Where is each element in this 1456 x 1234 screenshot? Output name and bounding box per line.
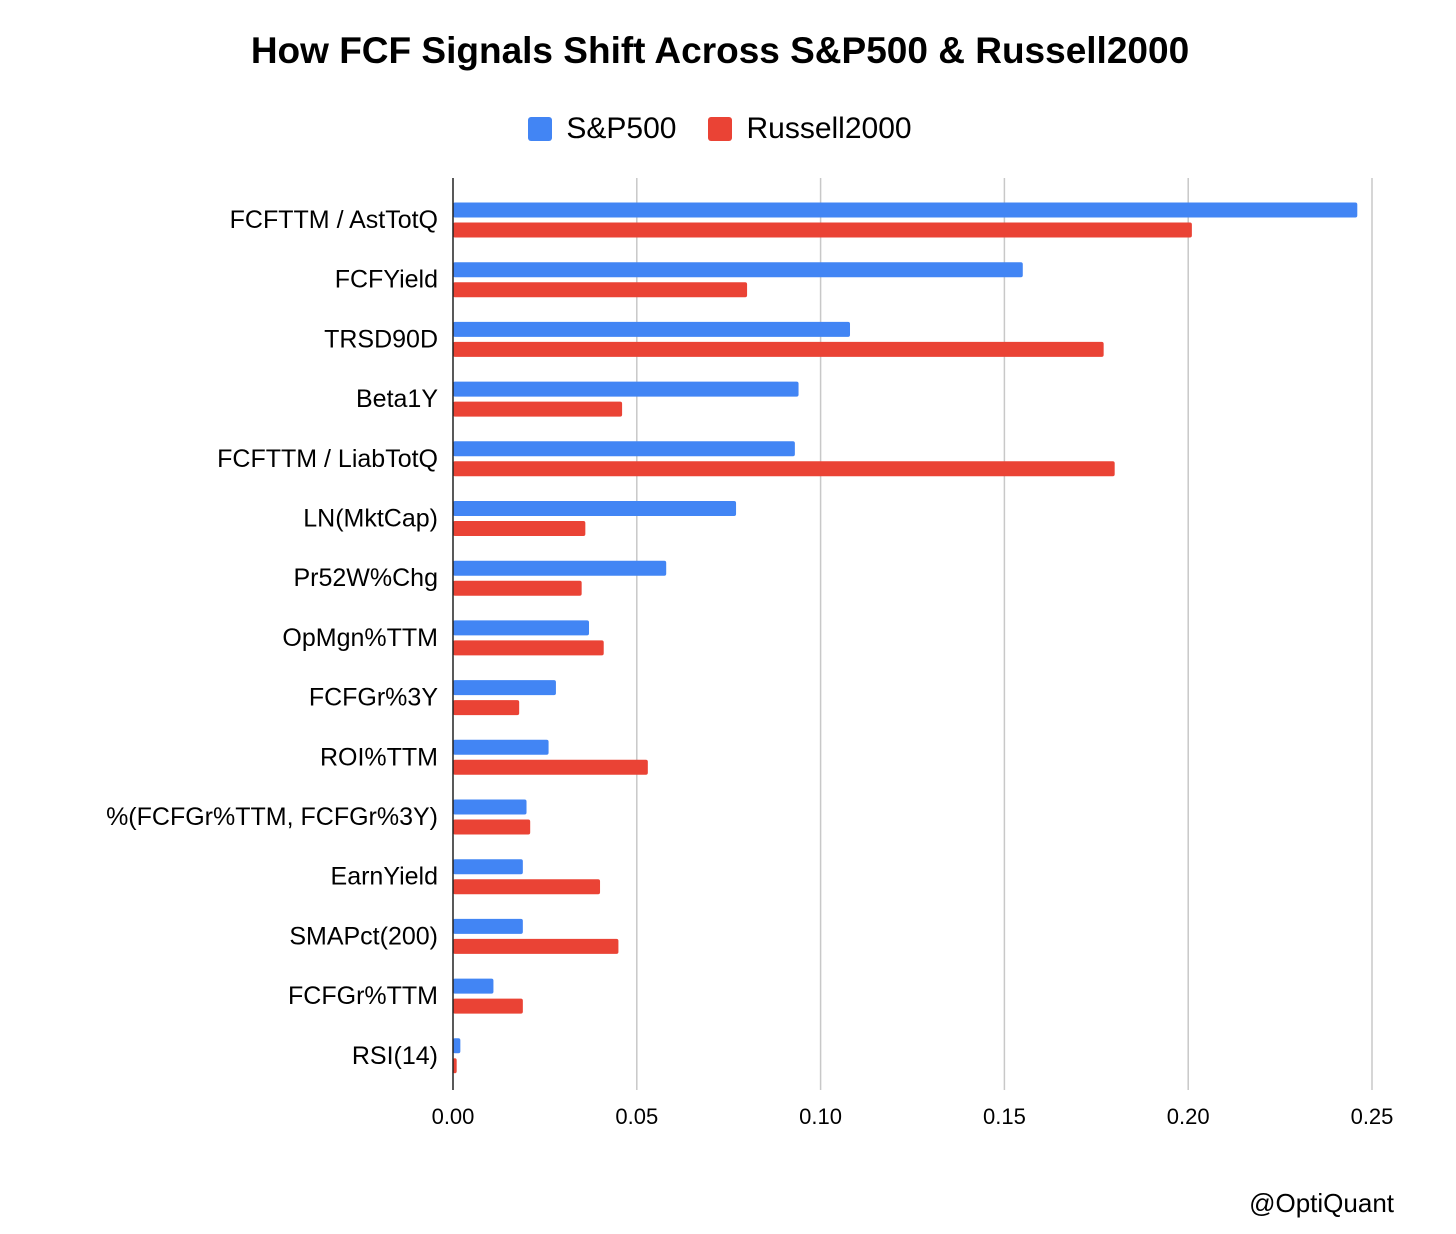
- category-label: FCFTTM / AstTotQ: [230, 206, 438, 234]
- category-label: EarnYield: [331, 863, 438, 891]
- bar-sp500[interactable]: [453, 620, 590, 636]
- category-label: RSI(14): [352, 1042, 438, 1070]
- category-label: FCFGr%TTM: [288, 982, 438, 1010]
- bar-russell2000[interactable]: [453, 879, 601, 895]
- category-label: ROI%TTM: [320, 743, 438, 771]
- bar-sp500[interactable]: [453, 321, 851, 337]
- chart-legend: S&P500 Russell2000: [0, 112, 1440, 146]
- bar-sp500[interactable]: [453, 978, 494, 994]
- bar-russell2000[interactable]: [453, 580, 582, 596]
- bar-sp500[interactable]: [453, 560, 667, 576]
- bar-sp500[interactable]: [453, 799, 527, 815]
- x-tick-label: 0.05: [615, 1104, 658, 1129]
- legend-item-sp500[interactable]: S&P500: [528, 112, 676, 146]
- bar-sp500[interactable]: [453, 202, 1358, 218]
- chart-title: How FCF Signals Shift Across S&P500 & Ru…: [250, 30, 1190, 71]
- bar-russell2000[interactable]: [453, 461, 1115, 477]
- x-tick-label: 0.20: [1167, 1104, 1210, 1129]
- bar-russell2000[interactable]: [453, 998, 523, 1014]
- x-tick-label: 0.10: [799, 1104, 842, 1129]
- bar-russell2000[interactable]: [453, 938, 619, 954]
- x-tick-label: 0.00: [432, 1104, 475, 1129]
- bar-russell2000[interactable]: [453, 521, 586, 536]
- category-label: %(FCFGr%TTM, FCFGr%3Y): [106, 803, 438, 831]
- category-label: Beta1Y: [356, 385, 438, 413]
- bar-sp500[interactable]: [453, 918, 523, 934]
- x-tick-label: 0.15: [983, 1104, 1026, 1129]
- category-label: FCFYield: [335, 266, 438, 294]
- legend-swatch-sp500: [528, 117, 553, 141]
- category-label: Pr52W%Chg: [294, 564, 439, 592]
- category-label: FCFTTM / LiabTotQ: [217, 445, 438, 473]
- legend-swatch-russell2000: [708, 117, 733, 141]
- legend-label-sp500: S&P500: [566, 112, 677, 145]
- bar-sp500[interactable]: [453, 1038, 461, 1054]
- bar-sp500[interactable]: [453, 739, 549, 755]
- bar-russell2000[interactable]: [453, 222, 1192, 238]
- bar-sp500[interactable]: [453, 262, 1023, 278]
- category-label: OpMgn%TTM: [282, 624, 438, 652]
- bar-russell2000[interactable]: [453, 1058, 457, 1074]
- legend-label-russell2000: Russell2000: [746, 112, 912, 145]
- bar-russell2000[interactable]: [453, 640, 604, 656]
- bar-sp500[interactable]: [453, 441, 795, 457]
- bar-sp500[interactable]: [453, 501, 737, 516]
- bar-russell2000[interactable]: [453, 759, 648, 775]
- x-tick-label: 0.25: [1351, 1104, 1394, 1129]
- bar-russell2000[interactable]: [453, 341, 1104, 357]
- bar-russell2000[interactable]: [453, 282, 748, 298]
- bar-russell2000[interactable]: [453, 819, 531, 835]
- category-label: LN(MktCap): [303, 505, 438, 533]
- bar-russell2000[interactable]: [453, 700, 520, 716]
- bar-sp500[interactable]: [453, 859, 523, 875]
- bar-russell2000[interactable]: [453, 401, 623, 417]
- category-label: TRSD90D: [324, 325, 438, 353]
- bar-sp500[interactable]: [453, 381, 799, 397]
- legend-item-russell2000[interactable]: Russell2000: [708, 112, 912, 146]
- bar-sp500[interactable]: [453, 680, 556, 696]
- watermark-handle: @OptiQuant: [1249, 1188, 1394, 1218]
- category-label: FCFGr%3Y: [309, 684, 439, 712]
- category-label: SMAPct(200): [289, 922, 438, 950]
